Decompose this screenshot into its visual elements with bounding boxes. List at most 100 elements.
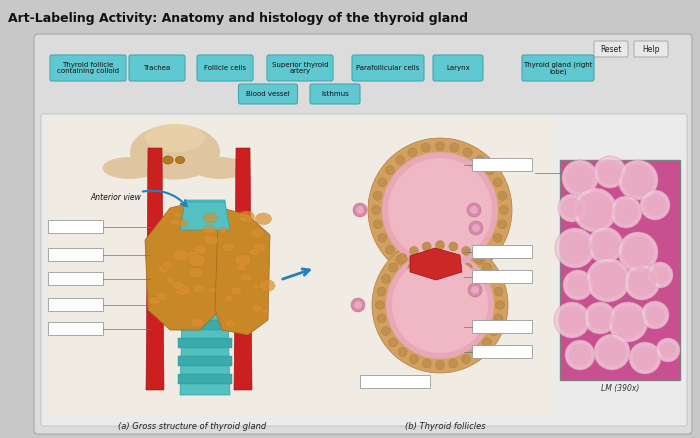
Circle shape — [598, 338, 626, 366]
Circle shape — [382, 327, 391, 336]
Circle shape — [373, 191, 382, 200]
Text: Thyroid follicle
containing colloid: Thyroid follicle containing colloid — [57, 61, 119, 74]
FancyBboxPatch shape — [352, 55, 424, 81]
Circle shape — [421, 143, 430, 152]
Circle shape — [407, 148, 416, 157]
Circle shape — [558, 194, 586, 222]
Circle shape — [594, 156, 626, 188]
Circle shape — [407, 263, 416, 272]
Circle shape — [618, 160, 658, 200]
Bar — [48, 298, 103, 311]
Ellipse shape — [163, 156, 173, 164]
Circle shape — [467, 203, 481, 217]
Circle shape — [588, 306, 612, 330]
Circle shape — [449, 359, 458, 368]
FancyBboxPatch shape — [522, 55, 594, 81]
Circle shape — [624, 264, 660, 300]
Text: Reset: Reset — [601, 45, 622, 53]
Ellipse shape — [219, 227, 227, 233]
Circle shape — [398, 254, 407, 263]
Circle shape — [470, 206, 478, 214]
Ellipse shape — [249, 248, 260, 256]
Circle shape — [496, 300, 505, 310]
Polygon shape — [180, 200, 230, 395]
Circle shape — [629, 342, 661, 374]
Ellipse shape — [193, 284, 205, 293]
Circle shape — [392, 257, 488, 353]
Circle shape — [372, 205, 381, 215]
Bar — [560, 160, 680, 380]
Circle shape — [573, 188, 617, 232]
Circle shape — [388, 158, 492, 262]
FancyBboxPatch shape — [50, 55, 126, 81]
Text: (a) Gross structure of thyroid gland: (a) Gross structure of thyroid gland — [118, 422, 266, 431]
Circle shape — [558, 306, 586, 334]
FancyBboxPatch shape — [239, 84, 298, 104]
Circle shape — [377, 314, 386, 323]
Circle shape — [565, 340, 595, 370]
Circle shape — [475, 255, 484, 265]
Circle shape — [644, 194, 666, 216]
Circle shape — [395, 155, 405, 164]
Text: Art-Labeling Activity: Anatomy and histology of the thyroid gland: Art-Labeling Activity: Anatomy and histo… — [8, 12, 468, 25]
Bar — [46, 118, 336, 416]
Ellipse shape — [188, 254, 205, 267]
Bar — [48, 272, 103, 285]
Ellipse shape — [222, 243, 235, 252]
Circle shape — [354, 301, 362, 309]
Circle shape — [395, 255, 405, 265]
Circle shape — [640, 190, 670, 220]
Bar — [178, 374, 232, 384]
Circle shape — [372, 237, 508, 373]
Bar — [472, 345, 532, 358]
Circle shape — [566, 164, 594, 192]
Text: LM (390x): LM (390x) — [601, 384, 639, 393]
Circle shape — [463, 263, 473, 272]
Circle shape — [386, 166, 395, 175]
Circle shape — [641, 301, 669, 329]
Circle shape — [421, 268, 430, 277]
Circle shape — [555, 228, 595, 268]
Text: Help: Help — [643, 45, 659, 53]
Ellipse shape — [236, 264, 247, 271]
Circle shape — [472, 224, 480, 232]
Bar — [178, 248, 232, 258]
Polygon shape — [234, 148, 252, 390]
Text: Larynx: Larynx — [446, 65, 470, 71]
Ellipse shape — [205, 236, 218, 245]
Ellipse shape — [203, 225, 216, 234]
Ellipse shape — [156, 292, 167, 301]
Circle shape — [435, 141, 444, 151]
Circle shape — [494, 233, 502, 242]
Ellipse shape — [239, 216, 247, 222]
Ellipse shape — [173, 212, 181, 218]
Circle shape — [563, 270, 593, 300]
Ellipse shape — [262, 309, 269, 314]
Bar — [178, 266, 232, 276]
FancyBboxPatch shape — [267, 55, 333, 81]
Ellipse shape — [178, 219, 188, 226]
Circle shape — [449, 242, 458, 251]
Ellipse shape — [169, 219, 180, 226]
Ellipse shape — [193, 245, 206, 254]
FancyBboxPatch shape — [433, 55, 483, 81]
Ellipse shape — [225, 320, 236, 328]
Circle shape — [435, 240, 444, 250]
Text: Isthmus: Isthmus — [321, 91, 349, 97]
Circle shape — [486, 245, 494, 254]
Circle shape — [410, 354, 419, 364]
Text: Superior thyroid
artery: Superior thyroid artery — [272, 61, 328, 74]
Bar — [178, 284, 232, 294]
Circle shape — [449, 268, 459, 277]
Bar — [472, 320, 532, 333]
Bar — [336, 118, 556, 416]
Circle shape — [389, 338, 398, 347]
Circle shape — [647, 262, 673, 288]
Circle shape — [449, 143, 459, 152]
Text: Blood vessel: Blood vessel — [246, 91, 290, 97]
Ellipse shape — [240, 273, 252, 282]
Ellipse shape — [165, 277, 175, 284]
Ellipse shape — [224, 295, 234, 302]
Circle shape — [562, 198, 582, 218]
Circle shape — [498, 220, 507, 229]
